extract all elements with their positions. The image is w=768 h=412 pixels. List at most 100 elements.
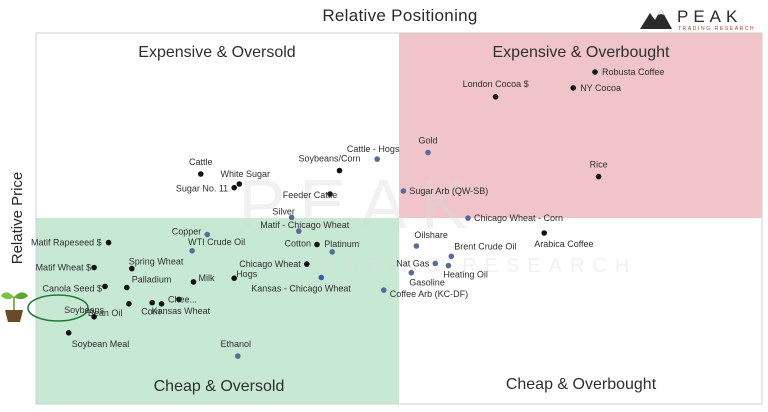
point-white-sugar	[236, 181, 243, 187]
point-kansas-wheat	[158, 301, 165, 307]
quadrant-label-bottom-right: Cheap & Overbought	[506, 376, 657, 393]
seedling-icon	[1, 292, 28, 322]
point-milk	[190, 279, 197, 285]
point-chicago-wheat	[304, 261, 310, 267]
point-label-wti-crude-oil: WTI Crude Oil	[188, 237, 245, 247]
point-label-soybeans: Soybeans	[64, 305, 105, 315]
point-label-gasoline: Gasoline	[409, 278, 445, 288]
point-gold	[425, 149, 431, 156]
point-label-coffee-arb-kc-df: Coffee Arb (KC-DF)	[390, 289, 468, 299]
point-label-copper: Copper	[172, 227, 202, 237]
point-label-soybean-meal: Soybean Meal	[72, 339, 130, 349]
point-label-matif-chicago-wheat: Matif - Chicago Wheat	[260, 220, 350, 230]
point-cotton	[314, 241, 320, 248]
quadrant-top-left	[36, 33, 399, 218]
point-label-kansas-wheat: Kansas Wheat	[152, 306, 211, 316]
quadrant-label-bottom-left: Cheap & Oversold	[154, 378, 285, 395]
point-label-spring-wheat: Spring Wheat	[129, 257, 184, 267]
point-coffee-arb-kc-df	[381, 287, 387, 293]
point-label-chicago-wheat: Chicago Wheat	[239, 259, 301, 269]
watermark-word: PEAK	[239, 165, 482, 243]
point-label-kansas-chicago-wheat: Kansas - Chicago Wheat	[251, 284, 351, 294]
point-label-silver: Silver	[272, 206, 295, 216]
point-chicago-wheat-corn	[465, 215, 471, 221]
quadrant-label-top-left: Expensive & Oversold	[138, 44, 295, 61]
point-matif-chicago-wheat	[296, 228, 302, 234]
point-heating-oil	[445, 262, 452, 269]
point-label-rice: Rice	[590, 160, 608, 170]
point-label-sugar-arb-qw-sb: Sugar Arb (QW-SB)	[409, 186, 488, 196]
point-soybeans	[91, 314, 97, 320]
point-label-soybeans-corn: Soybeans/Corn	[298, 154, 360, 164]
point-label-palladium: Palladium	[132, 275, 172, 285]
point-label-hogs: Hogs	[236, 269, 258, 279]
quadrant-bottom-left	[36, 218, 399, 404]
point-oilshare	[413, 243, 420, 249]
point-label-sugar-no-11: Sugar No. 11	[176, 184, 228, 194]
point-london-cocoa	[492, 94, 499, 100]
point-label-corn: Corn	[141, 307, 161, 317]
point-label-cattle-hogs: Cattle - Hogs	[347, 144, 400, 154]
point-label-platinum: Platinum	[324, 239, 359, 249]
point-label-cattle: Cattle	[189, 157, 213, 167]
point-label-gold: Gold	[418, 136, 437, 146]
points-layer: Robusta Coffee London Cocoa $ NY Cocoa Gold…	[31, 67, 664, 359]
point-label-london-cocoa: London Cocoa $	[463, 79, 529, 89]
y-axis-label: Relative Price	[9, 172, 26, 265]
point-label-nat-gas: Nat Gas	[396, 258, 430, 268]
mountain-icon	[640, 9, 672, 29]
point-nat-gas	[432, 260, 439, 267]
point-sugar-arb-qw-sb	[400, 188, 407, 194]
peak-logo: PEAK TRADING RESEARCH	[640, 7, 755, 32]
point-kansas-chicago-wheat	[318, 274, 325, 281]
point-label-cotton: Cotton	[284, 239, 311, 249]
point-label-matif-wheat: Matif Wheat $	[36, 263, 92, 273]
point-rice	[595, 173, 602, 180]
point-label-ny-cocoa: NY Cocoa	[580, 83, 621, 93]
point-label-arabica-coffee: Arabica Coffee	[534, 239, 593, 249]
point-feeder-cattle	[327, 191, 333, 197]
point-canola-seed	[102, 283, 108, 290]
point-spring-wheat	[129, 265, 135, 272]
point-soybean-meal	[65, 330, 72, 336]
point-soybeans-corn	[336, 167, 343, 174]
logo-subtitle: TRADING RESEARCH	[678, 26, 755, 32]
point-label-brent-crude-oil: Brent Crude Oil	[454, 241, 516, 251]
point-label-canola-seed: Canola Seed $	[42, 283, 102, 293]
soybeans-highlight-ellipse	[27, 294, 89, 322]
point-wti-crude-oil	[189, 248, 195, 254]
point-sugar-no-11	[231, 184, 237, 191]
point-label-oilshare: Oilshare	[414, 230, 448, 240]
point-gasoline	[408, 269, 415, 276]
point-label-robusta-coffee: Robusta Coffee	[602, 67, 664, 77]
logo-word: PEAK	[677, 7, 742, 26]
watermark-subtitle: TRADING RESEARCH	[303, 255, 638, 277]
chart-title: Relative Positioning	[322, 6, 478, 25]
point-cattle	[198, 171, 204, 177]
quadrant-bottom-right	[399, 218, 762, 404]
point-hogs	[231, 275, 237, 282]
point-silver	[288, 214, 295, 221]
quadrant-top-right	[399, 33, 762, 218]
point-label-white-sugar: White Sugar	[221, 169, 271, 179]
point-arabica-coffee	[541, 230, 547, 236]
point-palladium	[124, 284, 130, 291]
point-matif-rapeseed	[105, 239, 112, 246]
point-ethanol	[235, 353, 241, 359]
point-label-feeder-cattle: Feeder Cattle	[283, 190, 338, 200]
point-brent-crude-oil	[448, 253, 455, 260]
point-label-bean-oil: Bean Oil	[88, 308, 123, 318]
point-label-milk: Milk	[199, 273, 215, 283]
quadrant-label-top-right: Expensive & Overbought	[493, 44, 671, 61]
point-platinum	[329, 249, 336, 255]
point-ny-cocoa	[570, 85, 576, 91]
point-chee	[176, 296, 182, 303]
point-copper	[204, 231, 211, 238]
point-label-chee: Chee...	[168, 294, 197, 304]
point-bean-oil	[126, 301, 132, 307]
point-label-chicago-wheat-corn: Chicago Wheat - Corn	[474, 213, 563, 223]
point-matif-wheat	[91, 264, 97, 271]
point-robusta-coffee	[592, 69, 598, 75]
point-cattle-hogs	[374, 156, 381, 162]
